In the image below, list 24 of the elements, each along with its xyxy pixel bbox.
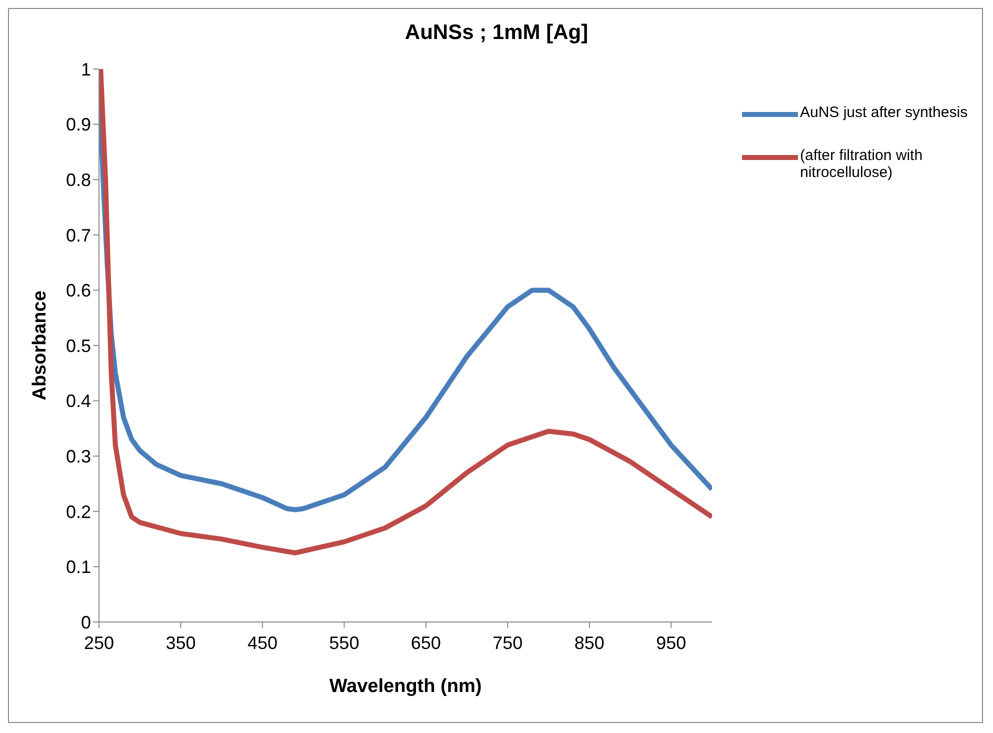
- y-tick-label: 0.8: [66, 170, 91, 190]
- chart-title: AuNSs ; 1mM [Ag]: [404, 21, 590, 45]
- y-tick-label: 0: [80, 612, 91, 632]
- y-tick-label: 0.6: [66, 280, 91, 301]
- x-tick-label: 950: [656, 632, 686, 653]
- x-tick-label: 750: [492, 632, 523, 653]
- x-tick-label: 850: [574, 632, 604, 653]
- legend-label: (after filtration with nitrocellulose): [800, 147, 924, 181]
- x-tick-label: 650: [410, 632, 441, 653]
- y-tick-label: 0.5: [66, 336, 91, 356]
- x-tick-label: 550: [329, 632, 360, 653]
- y-tick-label: 0.2: [66, 502, 91, 522]
- x-tick-label: 250: [84, 632, 114, 653]
- y-tick-label: 0.3: [66, 446, 91, 466]
- x-tick-label: 350: [166, 632, 196, 653]
- y-axis-title: Absorbance: [30, 290, 51, 400]
- y-tick-label: 0.7: [66, 225, 91, 246]
- x-tick-label: 450: [247, 632, 278, 653]
- y-tick-label: 1: [80, 59, 91, 80]
- legend-label: AuNS just after synthesis: [800, 104, 968, 121]
- x-axis-title: Wavelength (nm): [329, 676, 482, 697]
- y-tick-label: 0.4: [66, 391, 91, 412]
- y-tick-label: 0.9: [66, 114, 91, 135]
- y-tick-label: 0.1: [66, 557, 91, 578]
